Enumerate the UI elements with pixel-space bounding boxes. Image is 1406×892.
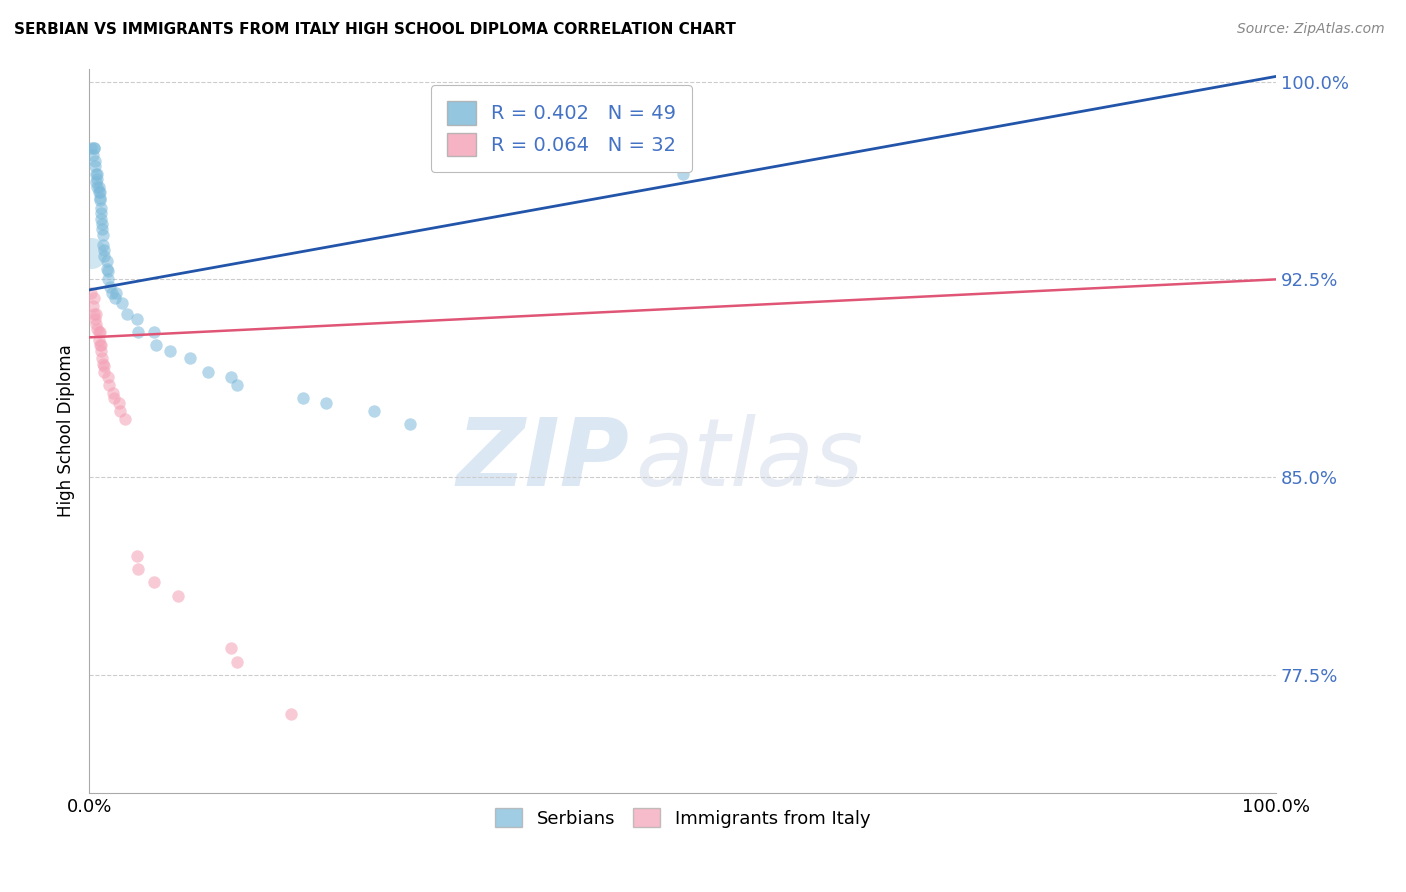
Point <box>107 396 129 410</box>
Point <box>84 159 107 173</box>
Point <box>90 206 112 220</box>
Point <box>84 312 107 326</box>
Point <box>115 307 138 321</box>
Point <box>104 291 127 305</box>
Point <box>108 404 131 418</box>
Point <box>86 172 108 186</box>
Point <box>101 385 124 400</box>
Point <box>84 167 107 181</box>
Point <box>91 222 114 236</box>
Point <box>93 249 115 263</box>
Point <box>98 377 121 392</box>
Point <box>143 325 166 339</box>
Point <box>111 296 134 310</box>
Point <box>91 227 114 242</box>
Point <box>86 322 108 336</box>
Point <box>89 325 111 339</box>
Point <box>84 317 107 331</box>
Point <box>87 180 110 194</box>
Point <box>97 272 120 286</box>
Point <box>93 244 115 258</box>
Point <box>89 191 111 205</box>
Point <box>315 396 337 410</box>
Point <box>80 285 103 300</box>
Point <box>89 194 111 208</box>
Point <box>105 285 128 300</box>
Point <box>167 589 190 603</box>
Point <box>93 365 115 379</box>
Point <box>100 280 122 294</box>
Point <box>80 140 103 154</box>
Point <box>89 186 111 200</box>
Point <box>87 333 110 347</box>
Point <box>91 351 114 366</box>
Point <box>87 325 110 339</box>
Point <box>90 338 112 352</box>
Point <box>93 359 115 374</box>
Point <box>226 377 249 392</box>
Point <box>103 391 125 405</box>
Point <box>87 186 110 200</box>
Point <box>114 412 136 426</box>
Point <box>89 338 111 352</box>
Point <box>84 307 107 321</box>
Point <box>226 655 249 669</box>
Point <box>91 238 114 252</box>
Point <box>125 549 148 563</box>
Point <box>143 575 166 590</box>
Point <box>127 325 149 339</box>
Legend: Serbians, Immigrants from Italy: Serbians, Immigrants from Italy <box>488 801 877 835</box>
Point <box>125 312 148 326</box>
Point <box>83 291 105 305</box>
Point <box>159 343 181 358</box>
Point <box>91 217 114 231</box>
Point <box>363 404 385 418</box>
Point <box>84 153 107 168</box>
Point <box>83 140 105 154</box>
Point <box>221 641 243 656</box>
Point <box>280 707 302 722</box>
Point <box>90 211 112 226</box>
Point <box>86 167 108 181</box>
Point <box>96 254 118 268</box>
Point <box>97 370 120 384</box>
Text: SERBIAN VS IMMIGRANTS FROM ITALY HIGH SCHOOL DIPLOMA CORRELATION CHART: SERBIAN VS IMMIGRANTS FROM ITALY HIGH SC… <box>14 22 735 37</box>
Text: Source: ZipAtlas.com: Source: ZipAtlas.com <box>1237 22 1385 37</box>
Point <box>86 180 108 194</box>
Point <box>96 261 118 276</box>
Text: ZIP: ZIP <box>456 414 628 506</box>
Point <box>671 167 693 181</box>
Point <box>83 307 105 321</box>
Point <box>84 175 107 189</box>
Point <box>83 140 105 154</box>
Point <box>179 351 201 366</box>
Point <box>197 365 219 379</box>
Point <box>145 338 167 352</box>
Point <box>127 562 149 576</box>
Point <box>97 264 120 278</box>
Point <box>221 370 243 384</box>
Point <box>91 357 114 371</box>
Point <box>100 285 122 300</box>
Point <box>82 299 104 313</box>
Point <box>80 246 103 260</box>
Point <box>398 417 420 432</box>
Point <box>90 343 112 358</box>
Point <box>90 201 112 215</box>
Y-axis label: High School Diploma: High School Diploma <box>58 344 75 517</box>
Point <box>291 391 314 405</box>
Point <box>82 148 104 162</box>
Text: atlas: atlas <box>636 415 863 506</box>
